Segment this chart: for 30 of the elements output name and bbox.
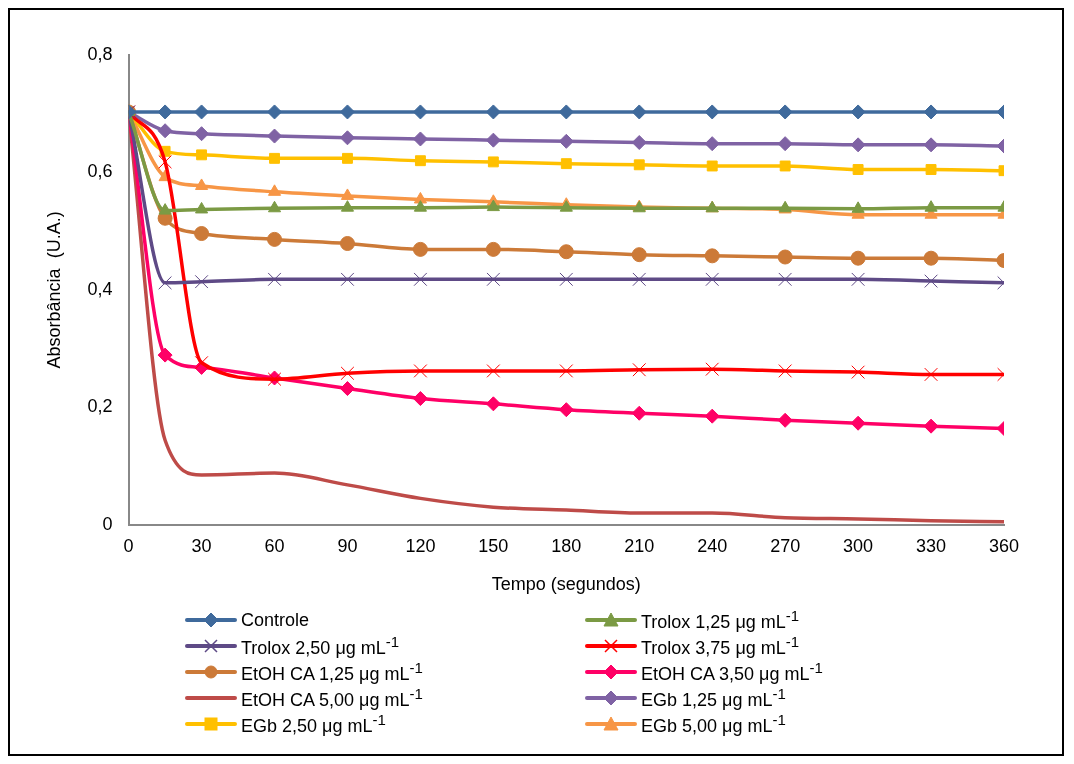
- legend-label: Controle: [241, 609, 310, 631]
- legend-label: EGb 1,25 μg mL$^{-1}$: [641, 685, 786, 711]
- x-tick-label: 300: [843, 535, 874, 556]
- y-tick-label: 0,8: [87, 43, 113, 64]
- y-tick-label: 0,6: [87, 161, 113, 182]
- y-axis-title: Absorbância (U.A.): [43, 211, 64, 369]
- legend-label: EtOH CA 3,50 μg mL$^{-1}$: [641, 659, 823, 685]
- x-tick-label: 150: [478, 535, 509, 556]
- legend-label: EGb 2,50 μg mL$^{-1}$: [241, 711, 386, 737]
- x-tick-label: 240: [697, 535, 728, 556]
- legend-label: Trolox 2,50 μg mL$^{-1}$: [241, 633, 400, 659]
- x-tick-label: 90: [337, 535, 358, 556]
- legend-label: EtOH CA 1,25 μg mL$^{-1}$: [241, 659, 423, 685]
- x-tick-label: 60: [264, 535, 285, 556]
- x-tick-label: 330: [916, 535, 947, 556]
- y-tick-label: 0,2: [87, 396, 113, 417]
- x-tick-label: 0: [123, 535, 134, 556]
- x-tick-label: 270: [770, 535, 801, 556]
- x-tick-label: 180: [551, 535, 582, 556]
- y-tick-label: 0,4: [87, 278, 113, 299]
- legend-label: EGb 5,00 μg mL$^{-1}$: [641, 711, 786, 737]
- legend-label: Trolox 3,75 μg mL$^{-1}$: [641, 633, 800, 659]
- x-tick-label: 30: [191, 535, 212, 556]
- legend-label: EtOH CA 5,00 μg mL$^{-1}$: [241, 685, 423, 711]
- x-tick-label: 210: [624, 535, 655, 556]
- x-axis-title: Tempo (segundos): [491, 574, 641, 595]
- legend-label: Trolox 1,25 μg mL$^{-1}$: [641, 607, 800, 633]
- x-tick-label: 120: [405, 535, 436, 556]
- y-tick-label: 0: [102, 513, 113, 534]
- x-tick-label: 360: [988, 535, 1020, 556]
